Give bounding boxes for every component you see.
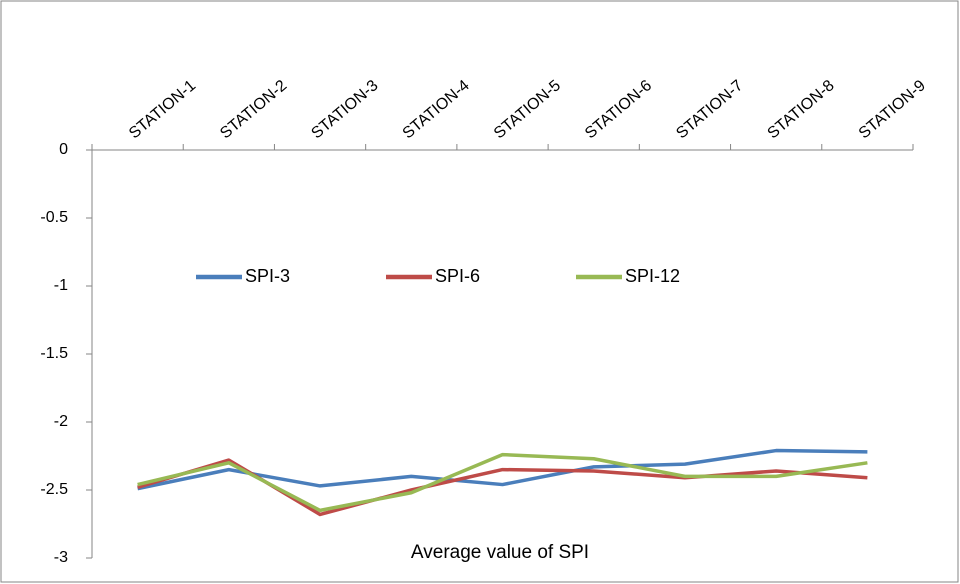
legend-label: SPI-12 [625, 266, 680, 286]
y-tick-label: -0.5 [40, 209, 68, 226]
y-tick-label: 0 [59, 141, 68, 158]
y-tick-label: -1.5 [40, 345, 68, 362]
y-tick-label: -1 [54, 277, 68, 294]
y-tick-label: -2.5 [40, 481, 68, 498]
series-line [137, 448, 868, 491]
y-tick-label: -2 [54, 413, 68, 430]
chart-title: Average value of SPI [411, 542, 589, 563]
legend-label: SPI-6 [435, 266, 480, 286]
legend-label: SPI-3 [245, 266, 290, 286]
series-line [137, 452, 868, 513]
y-tick-label: -3 [54, 549, 68, 566]
